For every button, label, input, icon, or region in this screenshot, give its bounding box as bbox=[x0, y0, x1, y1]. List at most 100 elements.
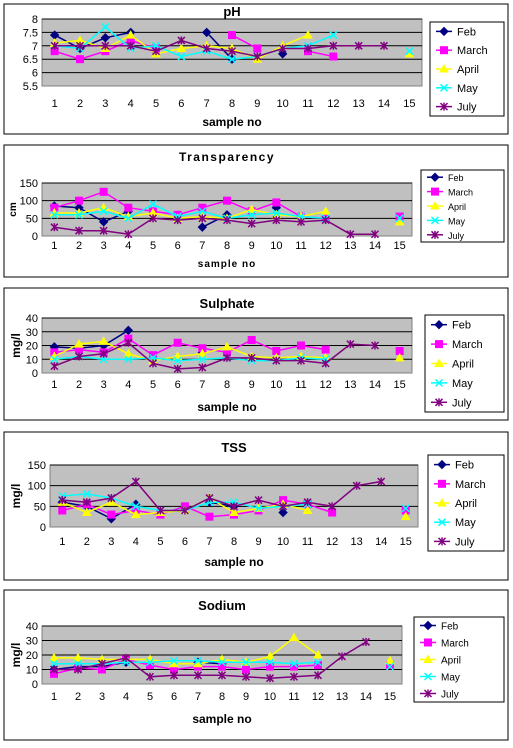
x-tick-label: 11 bbox=[295, 379, 306, 391]
series-line bbox=[62, 501, 137, 520]
legend-label: May bbox=[441, 673, 460, 684]
data-point bbox=[131, 509, 141, 519]
data-point bbox=[385, 662, 395, 671]
series-line bbox=[54, 636, 319, 665]
legend-marker bbox=[439, 83, 449, 92]
legend-item-may: May bbox=[434, 517, 476, 529]
data-point bbox=[126, 41, 135, 50]
legend-item-april: April bbox=[434, 497, 477, 510]
data-point bbox=[246, 204, 257, 213]
legend-marker bbox=[439, 102, 449, 111]
data-point bbox=[254, 504, 263, 513]
data-point bbox=[278, 44, 287, 53]
x-tick-label: 15 bbox=[394, 240, 406, 252]
data-point bbox=[131, 477, 140, 486]
x-axis-label: sample no bbox=[202, 115, 261, 129]
x-tick-label: 7 bbox=[199, 379, 205, 391]
data-point bbox=[303, 498, 312, 507]
y-tick-label: 20 bbox=[26, 341, 38, 353]
legend-marker bbox=[430, 172, 440, 182]
data-point bbox=[50, 210, 59, 219]
x-tick-label: 1 bbox=[51, 691, 57, 703]
data-point bbox=[329, 52, 338, 61]
data-point bbox=[74, 226, 84, 235]
data-point bbox=[272, 356, 281, 365]
x-tick-label: 3 bbox=[99, 691, 105, 703]
data-point bbox=[124, 338, 133, 347]
x-tick-label: 8 bbox=[224, 379, 230, 391]
data-point bbox=[265, 651, 275, 660]
data-point bbox=[272, 209, 281, 218]
y-axis-label: cm bbox=[8, 202, 19, 217]
data-point bbox=[289, 632, 299, 642]
data-point bbox=[352, 481, 361, 490]
data-point bbox=[241, 658, 251, 667]
data-point bbox=[148, 200, 158, 209]
x-tick-label: 3 bbox=[102, 98, 108, 110]
data-point bbox=[227, 47, 237, 56]
legend-marker bbox=[430, 230, 440, 239]
legend-label: March bbox=[452, 339, 483, 351]
x-tick-label: 1 bbox=[51, 240, 57, 252]
data-point bbox=[151, 47, 161, 56]
x-tick-label: 4 bbox=[133, 536, 139, 548]
y-tick-label: 100 bbox=[28, 481, 46, 493]
series-may bbox=[49, 656, 395, 671]
data-point bbox=[74, 210, 84, 219]
legend-label: July bbox=[455, 536, 475, 548]
data-point bbox=[100, 33, 111, 43]
data-point bbox=[253, 52, 262, 61]
x-axis-label: sample no bbox=[198, 259, 256, 270]
legend-label: May bbox=[457, 83, 478, 95]
data-point bbox=[101, 41, 110, 50]
data-point bbox=[73, 659, 83, 668]
data-point bbox=[247, 219, 256, 228]
data-point bbox=[279, 502, 288, 511]
legend-item-march: March bbox=[427, 187, 473, 198]
x-tick-label: 12 bbox=[320, 240, 332, 252]
legend-label: April bbox=[441, 656, 461, 667]
data-point bbox=[76, 55, 84, 64]
x-tick-label: 11 bbox=[295, 240, 306, 252]
legend-item-july: July bbox=[431, 397, 472, 409]
data-point bbox=[223, 196, 231, 205]
data-point bbox=[173, 364, 182, 373]
data-point bbox=[50, 362, 59, 371]
data-point bbox=[346, 230, 355, 239]
legend-marker bbox=[435, 340, 443, 349]
y-tick-label: 40 bbox=[26, 313, 38, 325]
data-point bbox=[361, 637, 371, 646]
x-tick-label: 14 bbox=[375, 536, 387, 548]
legend-item-feb: Feb bbox=[436, 26, 476, 38]
y-tick-label: 0 bbox=[32, 231, 38, 243]
y-tick-label: 50 bbox=[34, 501, 46, 513]
data-point bbox=[99, 187, 108, 196]
data-point bbox=[99, 226, 108, 235]
series-line bbox=[54, 205, 129, 223]
y-tick-label: 7.5 bbox=[23, 27, 38, 39]
x-tick-label: 15 bbox=[403, 98, 415, 110]
data-point bbox=[321, 359, 330, 368]
data-point bbox=[379, 41, 389, 50]
legend-label: May bbox=[455, 517, 476, 529]
x-tick-label: 6 bbox=[175, 240, 181, 252]
data-point bbox=[247, 336, 256, 344]
legend-marker bbox=[434, 378, 444, 387]
x-tick-label: 14 bbox=[360, 691, 372, 703]
y-tick-label: 6.5 bbox=[23, 54, 38, 66]
data-point bbox=[265, 674, 275, 683]
legend: Feb March April May July bbox=[429, 21, 505, 117]
x-tick-label: 11 bbox=[302, 536, 313, 548]
y-axis-label: mg/l bbox=[9, 643, 23, 668]
x-tick-label: 9 bbox=[254, 98, 260, 110]
x-axis-label: sample no bbox=[204, 555, 263, 569]
data-point bbox=[222, 216, 232, 225]
data-point bbox=[173, 338, 182, 347]
series-line bbox=[54, 660, 319, 665]
data-point bbox=[401, 504, 410, 513]
legend-marker bbox=[423, 620, 433, 631]
data-point bbox=[278, 507, 288, 518]
x-tick-label: 2 bbox=[75, 691, 81, 703]
series-line bbox=[62, 499, 333, 518]
